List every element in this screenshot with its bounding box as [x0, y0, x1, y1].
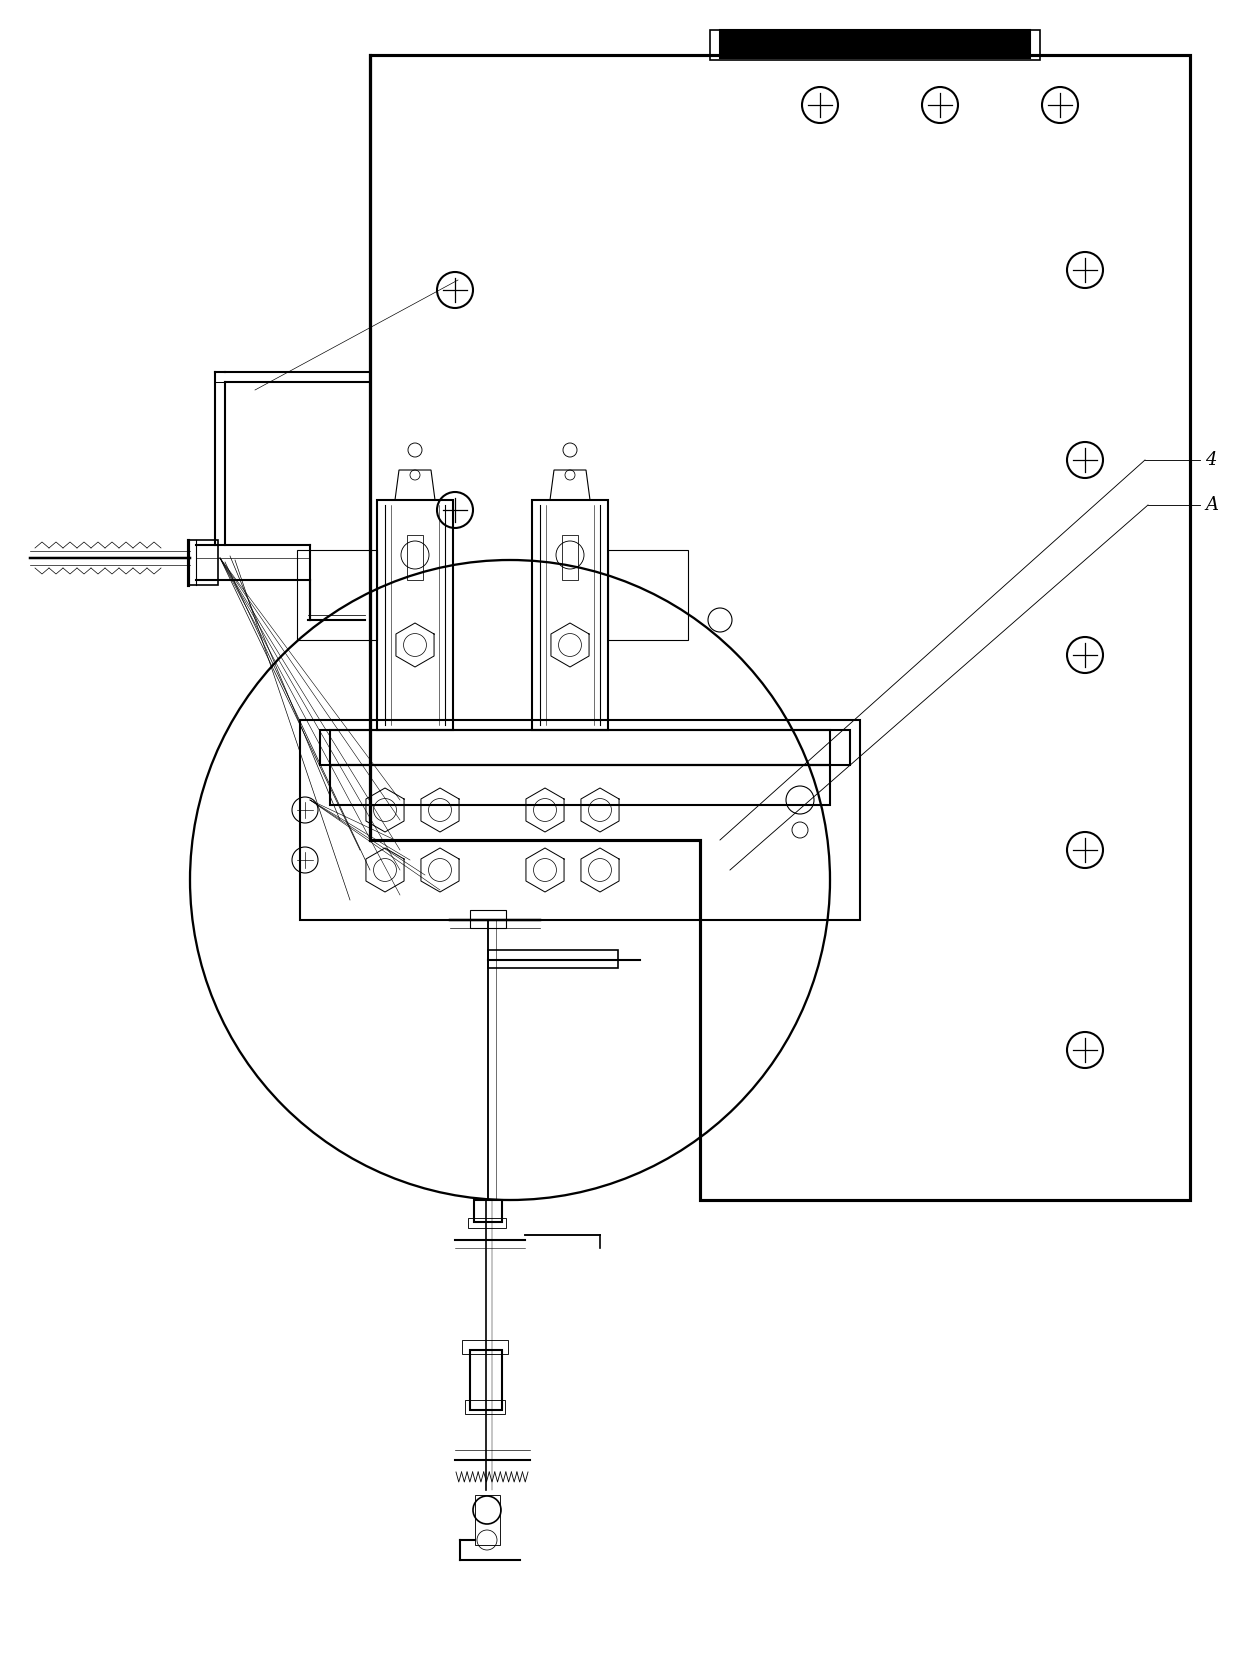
Bar — [300, 719, 861, 920]
Bar — [562, 534, 578, 581]
Bar — [720, 30, 1030, 58]
Bar — [463, 1340, 508, 1355]
Bar — [330, 729, 830, 766]
Bar — [711, 30, 1040, 60]
Bar — [467, 1217, 506, 1227]
Bar — [377, 500, 453, 729]
Bar — [188, 539, 218, 586]
Bar — [470, 1350, 502, 1409]
Bar — [407, 534, 423, 581]
Bar — [474, 1201, 502, 1222]
Bar — [470, 910, 506, 928]
Text: A: A — [1205, 496, 1218, 514]
Text: 4: 4 — [1205, 452, 1216, 470]
Bar — [475, 1495, 500, 1545]
Bar — [465, 1399, 505, 1414]
Bar — [489, 949, 618, 968]
Bar — [320, 729, 849, 766]
Bar — [608, 551, 688, 640]
Bar — [298, 551, 377, 640]
Bar — [330, 766, 830, 805]
Bar — [532, 500, 608, 729]
